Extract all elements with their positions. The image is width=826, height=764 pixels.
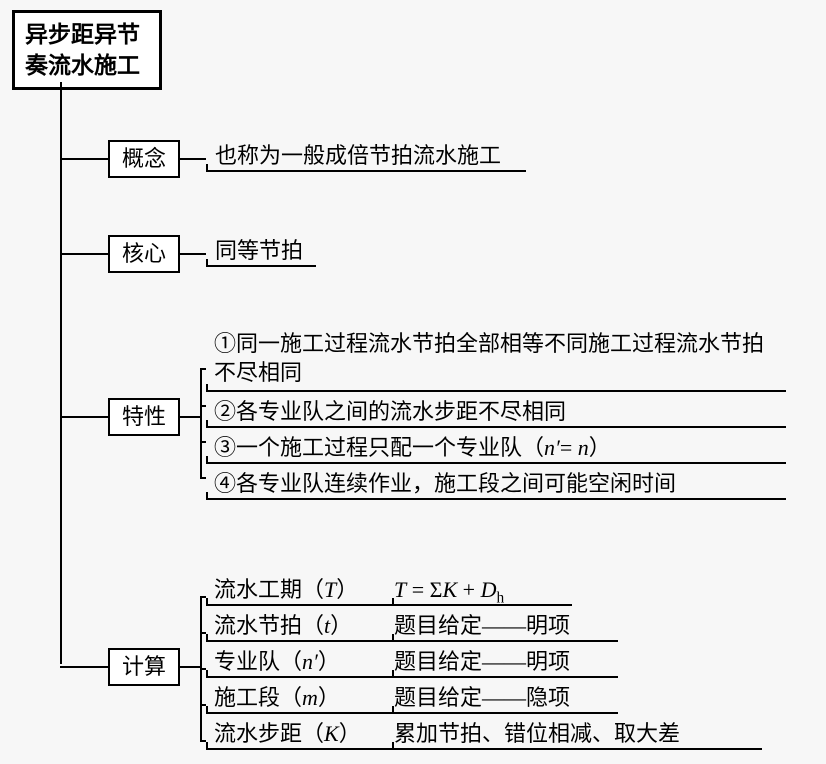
category-feature: 特性 [108,398,180,436]
category-concept: 概念 [108,140,180,178]
root-node: 异步距异节奏流水施工 [12,10,162,90]
root-line1: 异步距异节 [25,22,140,47]
root-line2: 奏流水施工 [25,53,140,78]
category-core: 核心 [108,235,180,273]
feature-item-1: ①同一施工过程流水节拍全部相等不同施工过程流水节拍不尽相同 [214,330,774,387]
category-calc: 计算 [108,648,180,686]
